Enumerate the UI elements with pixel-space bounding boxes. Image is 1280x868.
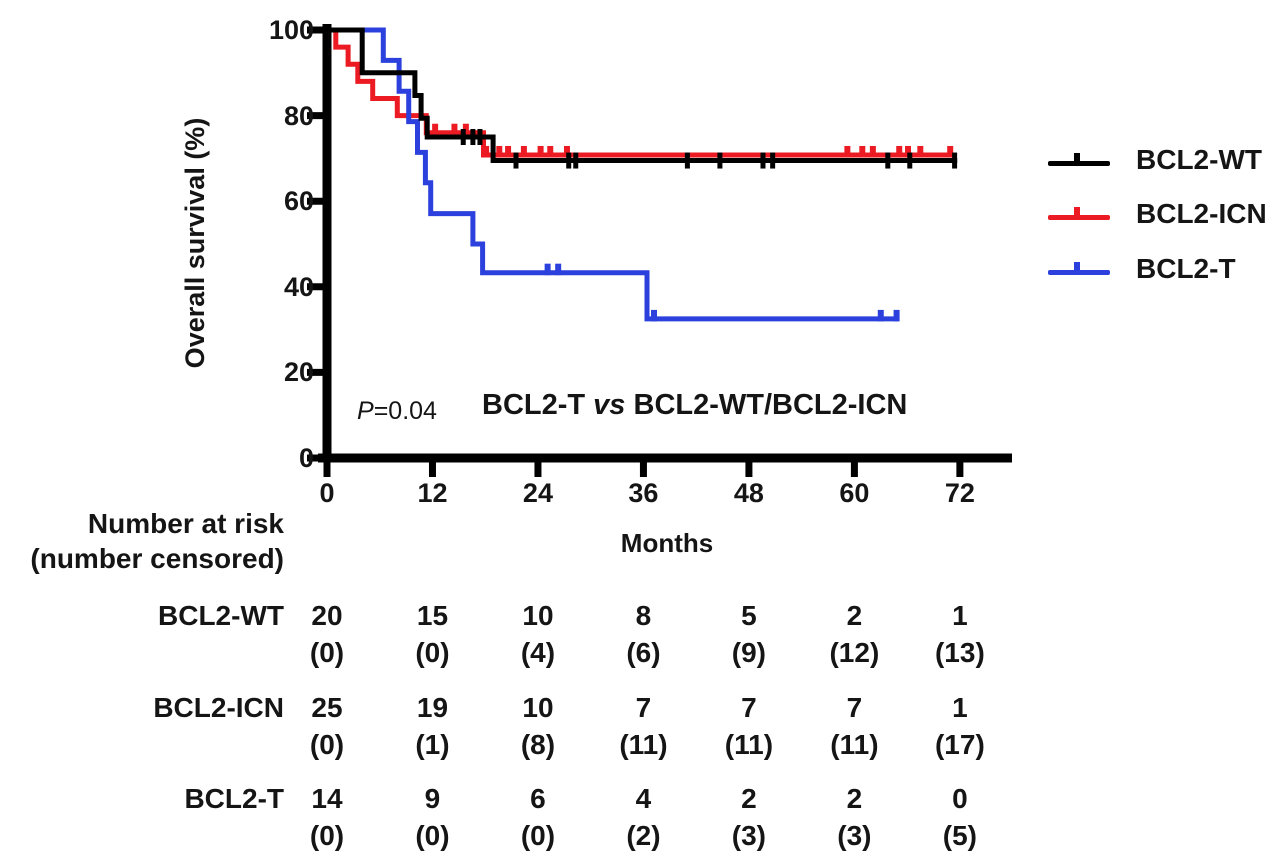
- risk-count: 15: [416, 600, 449, 631]
- y-tick-label: 100: [268, 15, 314, 45]
- legend-label: BCL2-T: [1136, 253, 1236, 284]
- y-tick-label: 0: [298, 443, 314, 473]
- censored-count: (2): [626, 820, 661, 851]
- y-tick-label: 80: [283, 100, 314, 131]
- censored-count: (11): [830, 729, 879, 760]
- legend-line-marker-icon: [1048, 207, 1110, 221]
- x-tick-label: 48: [733, 478, 764, 508]
- legend-item-bcl2-t: BCL2-T: [1048, 253, 1236, 285]
- risk-count: 20: [311, 600, 343, 631]
- y-tick-label: 60: [283, 186, 314, 217]
- y-tick-label: 20: [283, 357, 314, 388]
- y-axis-title: Overall survival (%): [180, 117, 210, 369]
- comparison-annotation: BCL2-T vs BCL2-WT/BCL2-ICN: [482, 389, 907, 422]
- censored-count: (0): [309, 729, 345, 760]
- x-tick-label: 60: [839, 478, 870, 508]
- comparison-reference: BCL2-WT/BCL2-ICN: [633, 389, 908, 421]
- legend-label: BCL2-WT: [1136, 144, 1262, 175]
- risk-count: 2: [846, 600, 863, 631]
- x-tick-label: 72: [944, 478, 975, 508]
- x-tick-label: 12: [417, 478, 448, 508]
- risk-count: 5: [741, 600, 757, 631]
- risk-count: 2: [741, 783, 757, 814]
- legend-label: BCL2-ICN: [1136, 198, 1267, 229]
- risk-count: 10: [522, 600, 554, 631]
- p-value-annotation: P=0.04: [357, 397, 437, 426]
- risk-count: 1: [952, 600, 968, 631]
- km-curve-bcl2-icn: [327, 27, 953, 158]
- x-axis-title: Months: [620, 528, 714, 558]
- risk-count: 8: [635, 600, 652, 631]
- censored-count: (0): [309, 637, 345, 668]
- censored-count: (12): [829, 637, 880, 668]
- y-tick-label: 40: [283, 271, 314, 302]
- legend-line-marker-icon: [1048, 262, 1110, 276]
- risk-count: 4: [635, 783, 652, 814]
- risk-count: 0: [952, 783, 968, 814]
- risk-header-line2: (number censored): [30, 543, 284, 574]
- risk-count: 7: [741, 692, 757, 723]
- censored-count: (6): [626, 637, 661, 668]
- censored-count: (3): [731, 820, 767, 851]
- comparison-vs: vs: [593, 389, 626, 421]
- comparison-group: BCL2-T: [482, 389, 586, 421]
- km-curve-bcl2-t: [327, 27, 899, 322]
- censored-count: (0): [309, 820, 345, 851]
- legend-line-marker-icon: [1048, 153, 1110, 167]
- x-tick-label: 36: [628, 478, 659, 508]
- x-tick-label: 0: [319, 478, 335, 508]
- risk-count: 25: [311, 692, 343, 723]
- p-value-symbol: P: [357, 397, 374, 425]
- risk-count: 9: [424, 783, 441, 814]
- legend-item-bcl2-icn: BCL2-ICN: [1048, 198, 1267, 230]
- risk-row-label: BCL2-T: [184, 783, 284, 814]
- censored-count: (1): [415, 729, 450, 760]
- risk-count: 7: [635, 692, 652, 723]
- risk-header-line1: Number at risk: [87, 508, 284, 539]
- censored-count: (5): [942, 820, 977, 851]
- censored-count: (13): [934, 637, 985, 668]
- censored-count: (0): [415, 637, 450, 668]
- censored-count: (17): [934, 729, 985, 760]
- risk-table-header: Number at risk (number censored): [0, 506, 284, 576]
- legend-item-bcl2-wt: BCL2-WT: [1048, 144, 1262, 176]
- p-value-number: =0.04: [373, 397, 437, 425]
- risk-count: 7: [846, 692, 863, 723]
- risk-row-label: BCL2-WT: [158, 600, 284, 631]
- censored-count: (9): [731, 637, 767, 668]
- x-tick-label: 24: [522, 478, 553, 508]
- risk-count: 1: [952, 692, 968, 723]
- censored-count: (4): [520, 637, 556, 668]
- censored-count: (0): [415, 820, 450, 851]
- risk-count: 19: [416, 692, 449, 723]
- risk-count: 6: [530, 783, 546, 814]
- km-curve-bcl2-wt: [327, 27, 958, 163]
- risk-row-label: BCL2-ICN: [153, 692, 284, 723]
- risk-count: 10: [522, 692, 554, 723]
- risk-count: 2: [846, 783, 863, 814]
- censored-count: (11): [619, 729, 668, 760]
- censored-count: (11): [724, 729, 774, 760]
- censored-count: (8): [520, 729, 556, 760]
- censored-count: (3): [837, 820, 872, 851]
- risk-count: 14: [311, 783, 343, 814]
- censored-count: (0): [520, 820, 556, 851]
